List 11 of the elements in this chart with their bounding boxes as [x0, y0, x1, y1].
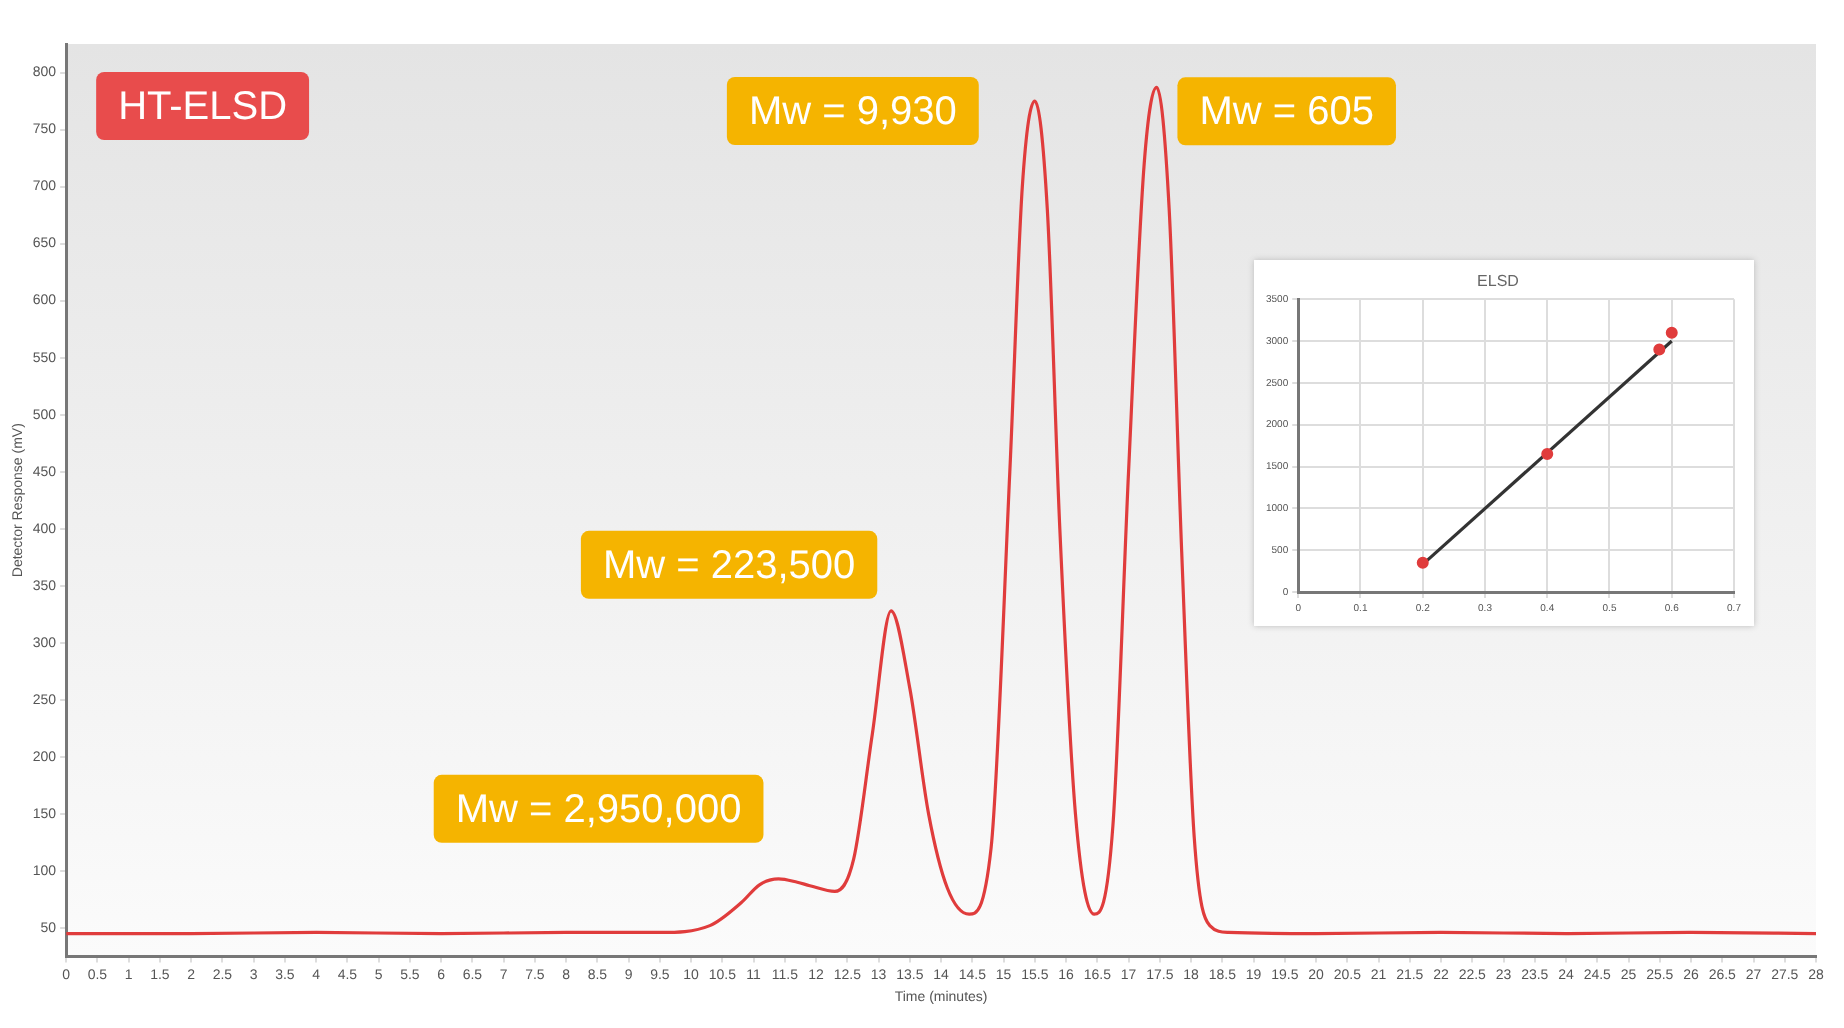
- point: [1653, 343, 1666, 356]
- line-series: [66, 85, 1816, 936]
- point: [1541, 447, 1554, 460]
- annotation: Mw = 223,500: [602, 543, 856, 588]
- point: [1665, 326, 1678, 339]
- annotation: Mw = 9,930: [748, 90, 957, 135]
- point: [1416, 556, 1429, 569]
- annotation: Mw = 2,950,000: [455, 787, 742, 832]
- chart-title: ELSD: [1477, 272, 1520, 291]
- annotation: Mw = 605: [1199, 90, 1374, 135]
- annotation: HT-ELSD: [118, 85, 288, 130]
